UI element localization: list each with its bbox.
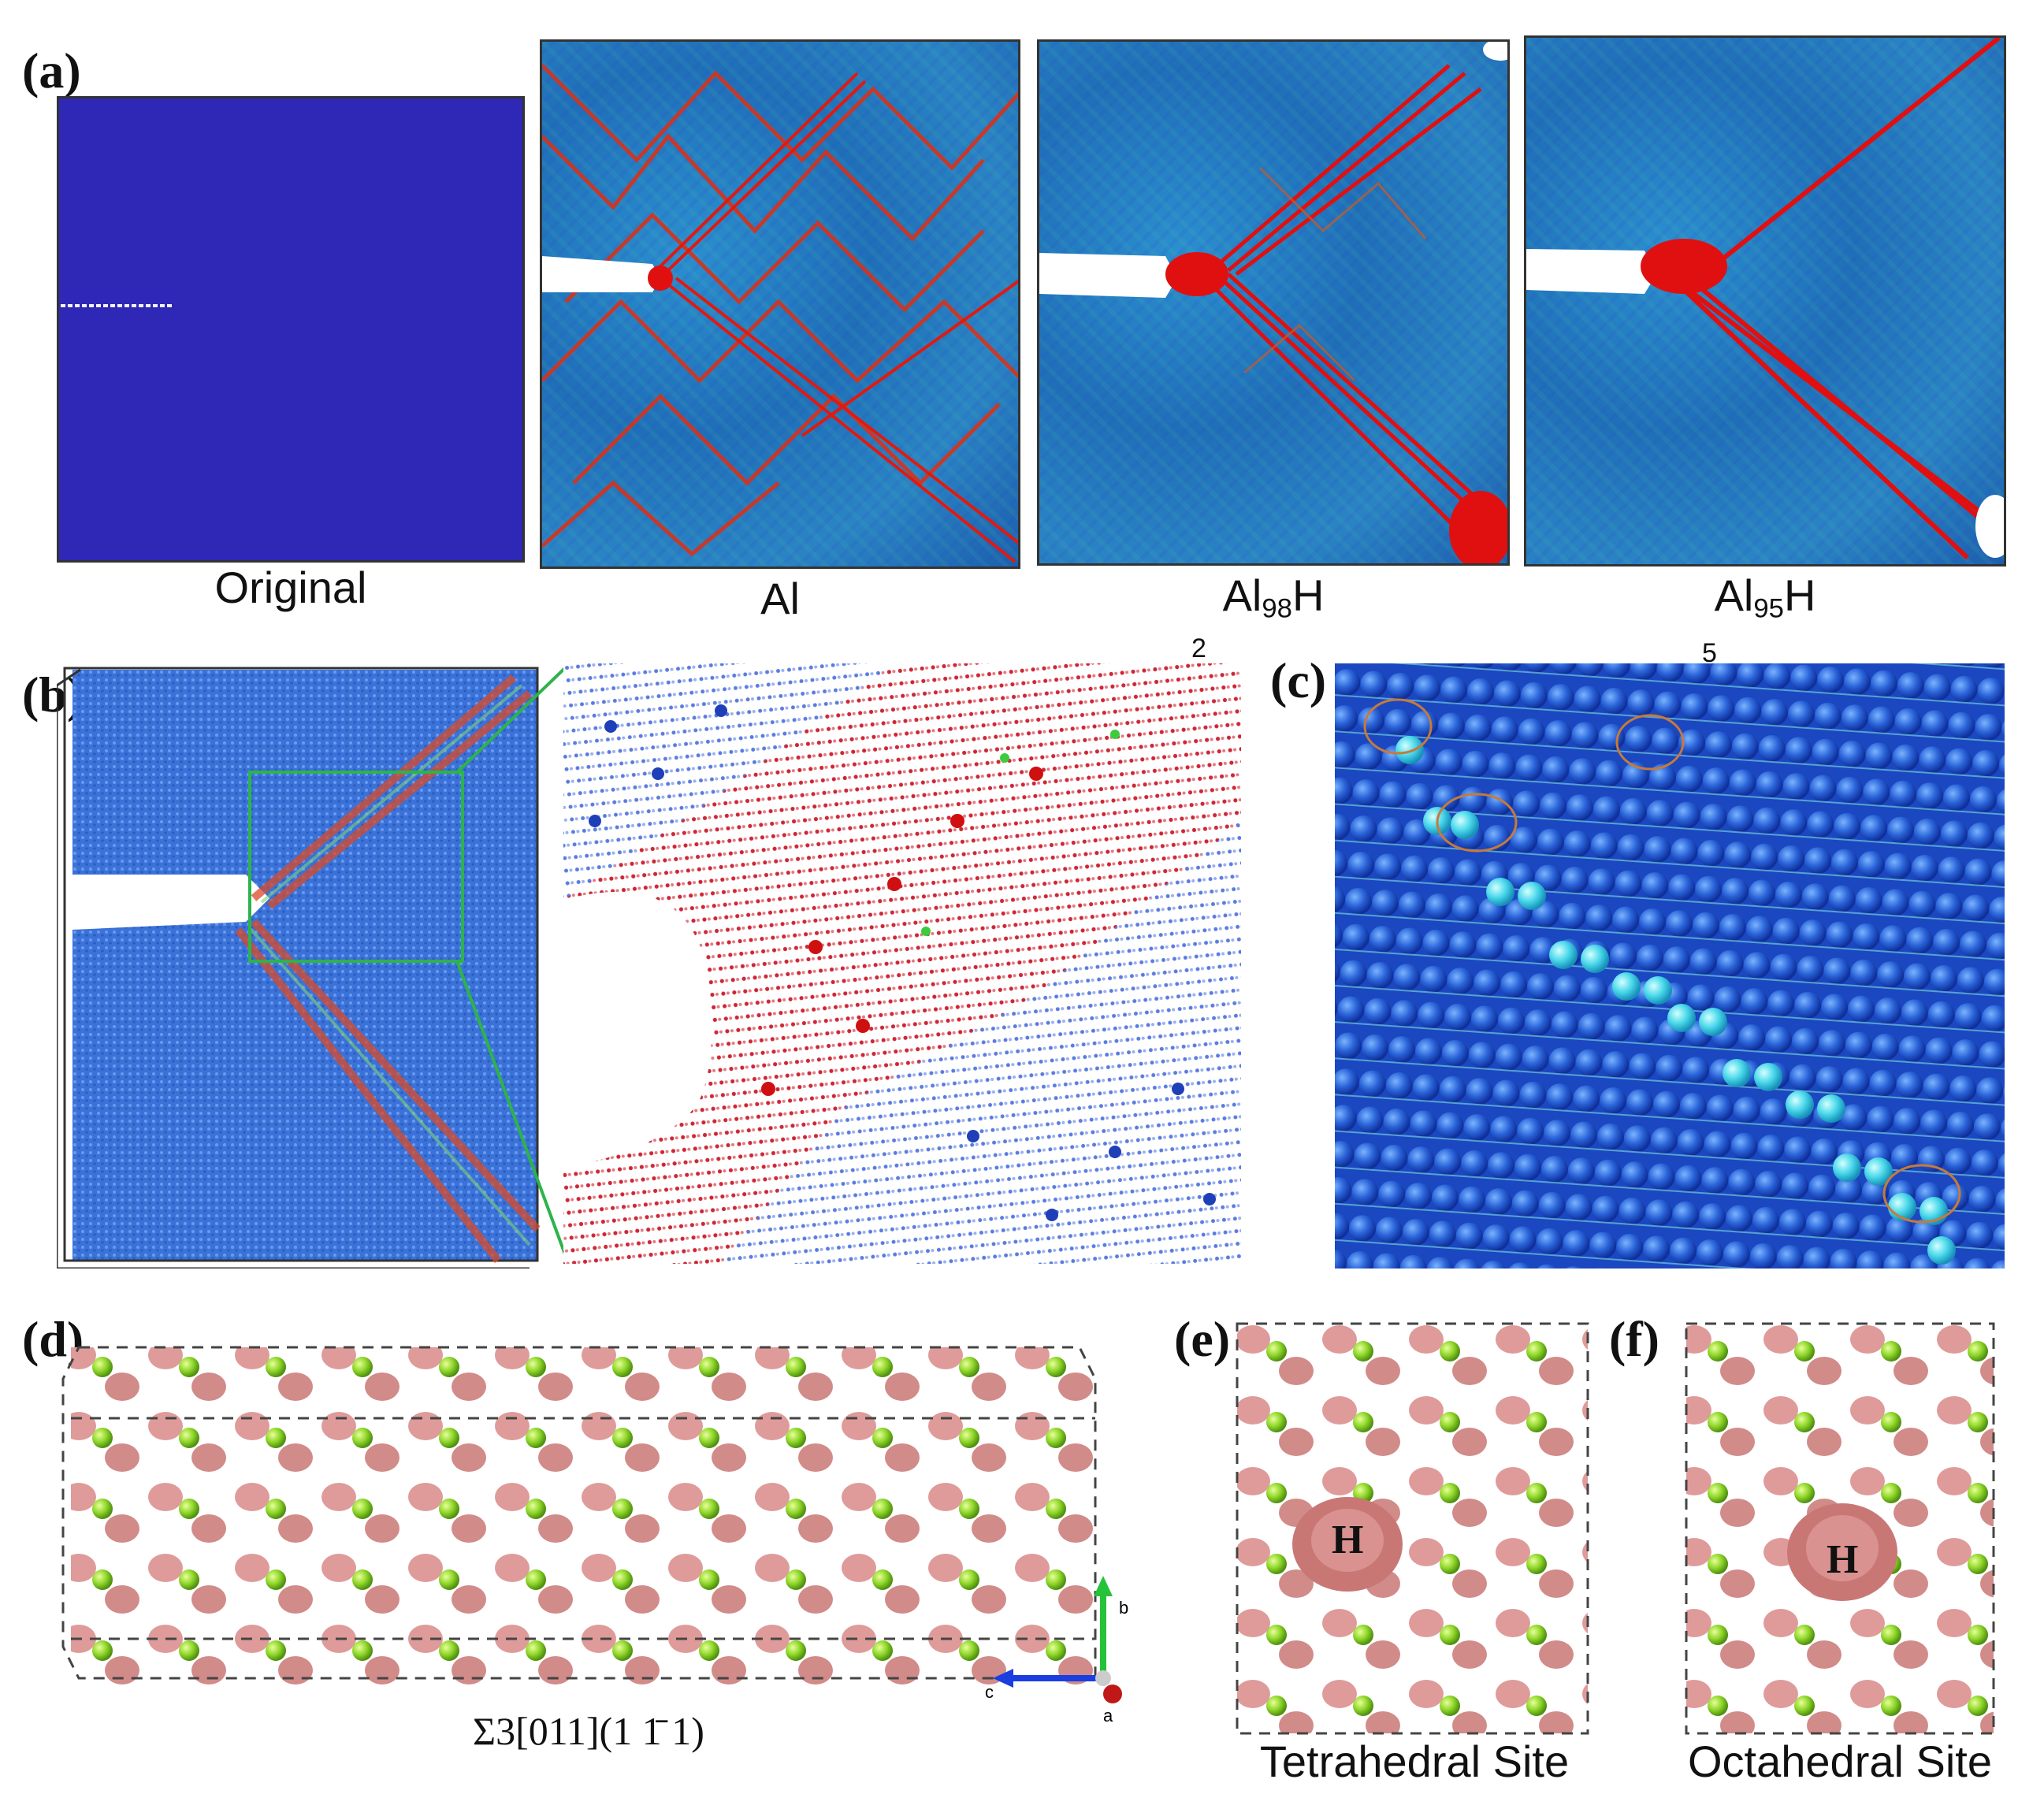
caption-octahedral: Octahedral Site	[1688, 1737, 1992, 1786]
gb-charge-density-drawing	[61, 1346, 1097, 1686]
panel-label-c: (c)	[1270, 652, 1327, 708]
caption-al98h: Al98H	[1222, 570, 1325, 624]
caption-al: Al	[760, 574, 800, 623]
tetrahedral-site-panel	[1229, 1316, 1596, 1741]
caption-al95h: Al95H	[1714, 570, 1816, 624]
axis-label-a: a	[1103, 1706, 1113, 1725]
al98h-slip-bands	[1039, 42, 1507, 563]
atomic-closeup-panel	[1335, 663, 2005, 1269]
original-sim-panel	[57, 96, 525, 563]
zoom-connector-lines	[455, 664, 569, 1261]
initial-crack-line	[59, 98, 522, 560]
panel-label-e: (e)	[1174, 1311, 1231, 1367]
al98h-sim-panel	[1037, 39, 1510, 566]
stray-mark-right: 5	[1702, 638, 1717, 668]
al95h-slip-bands	[1526, 38, 2004, 560]
zoom-inset-panel	[563, 663, 1241, 1264]
panel-label-f: (f)	[1609, 1311, 1659, 1367]
atomic-closeup-spheres	[1335, 663, 2005, 1269]
tetrahedral-h-label: H	[1332, 1517, 1364, 1562]
al-sim-panel	[540, 39, 1020, 569]
octahedral-h-label: H	[1827, 1537, 1859, 1582]
zoom-inset-atoms	[563, 663, 1241, 1264]
al-dislocation-network	[542, 64, 1018, 563]
tetrahedral-site-drawing	[1236, 1322, 1589, 1735]
axis-triad: b c a	[985, 1576, 1128, 1725]
gb-charge-density-panel	[55, 1332, 1111, 1702]
caption-tetrahedral: Tetrahedral Site	[1259, 1737, 1570, 1786]
axis-label-c: c	[985, 1682, 994, 1702]
octahedral-site-drawing	[1685, 1322, 1995, 1735]
octahedral-site-panel	[1671, 1316, 2001, 1741]
caption-original: Original	[214, 563, 367, 612]
stray-mark-left: 2	[1191, 633, 1206, 663]
axis-label-b: b	[1119, 1598, 1128, 1618]
panel-label-a: (a)	[22, 43, 81, 98]
gb-caption: Σ3[011](1 1̄ 1)	[473, 1709, 704, 1753]
al95h-sim-panel	[1524, 35, 2006, 566]
